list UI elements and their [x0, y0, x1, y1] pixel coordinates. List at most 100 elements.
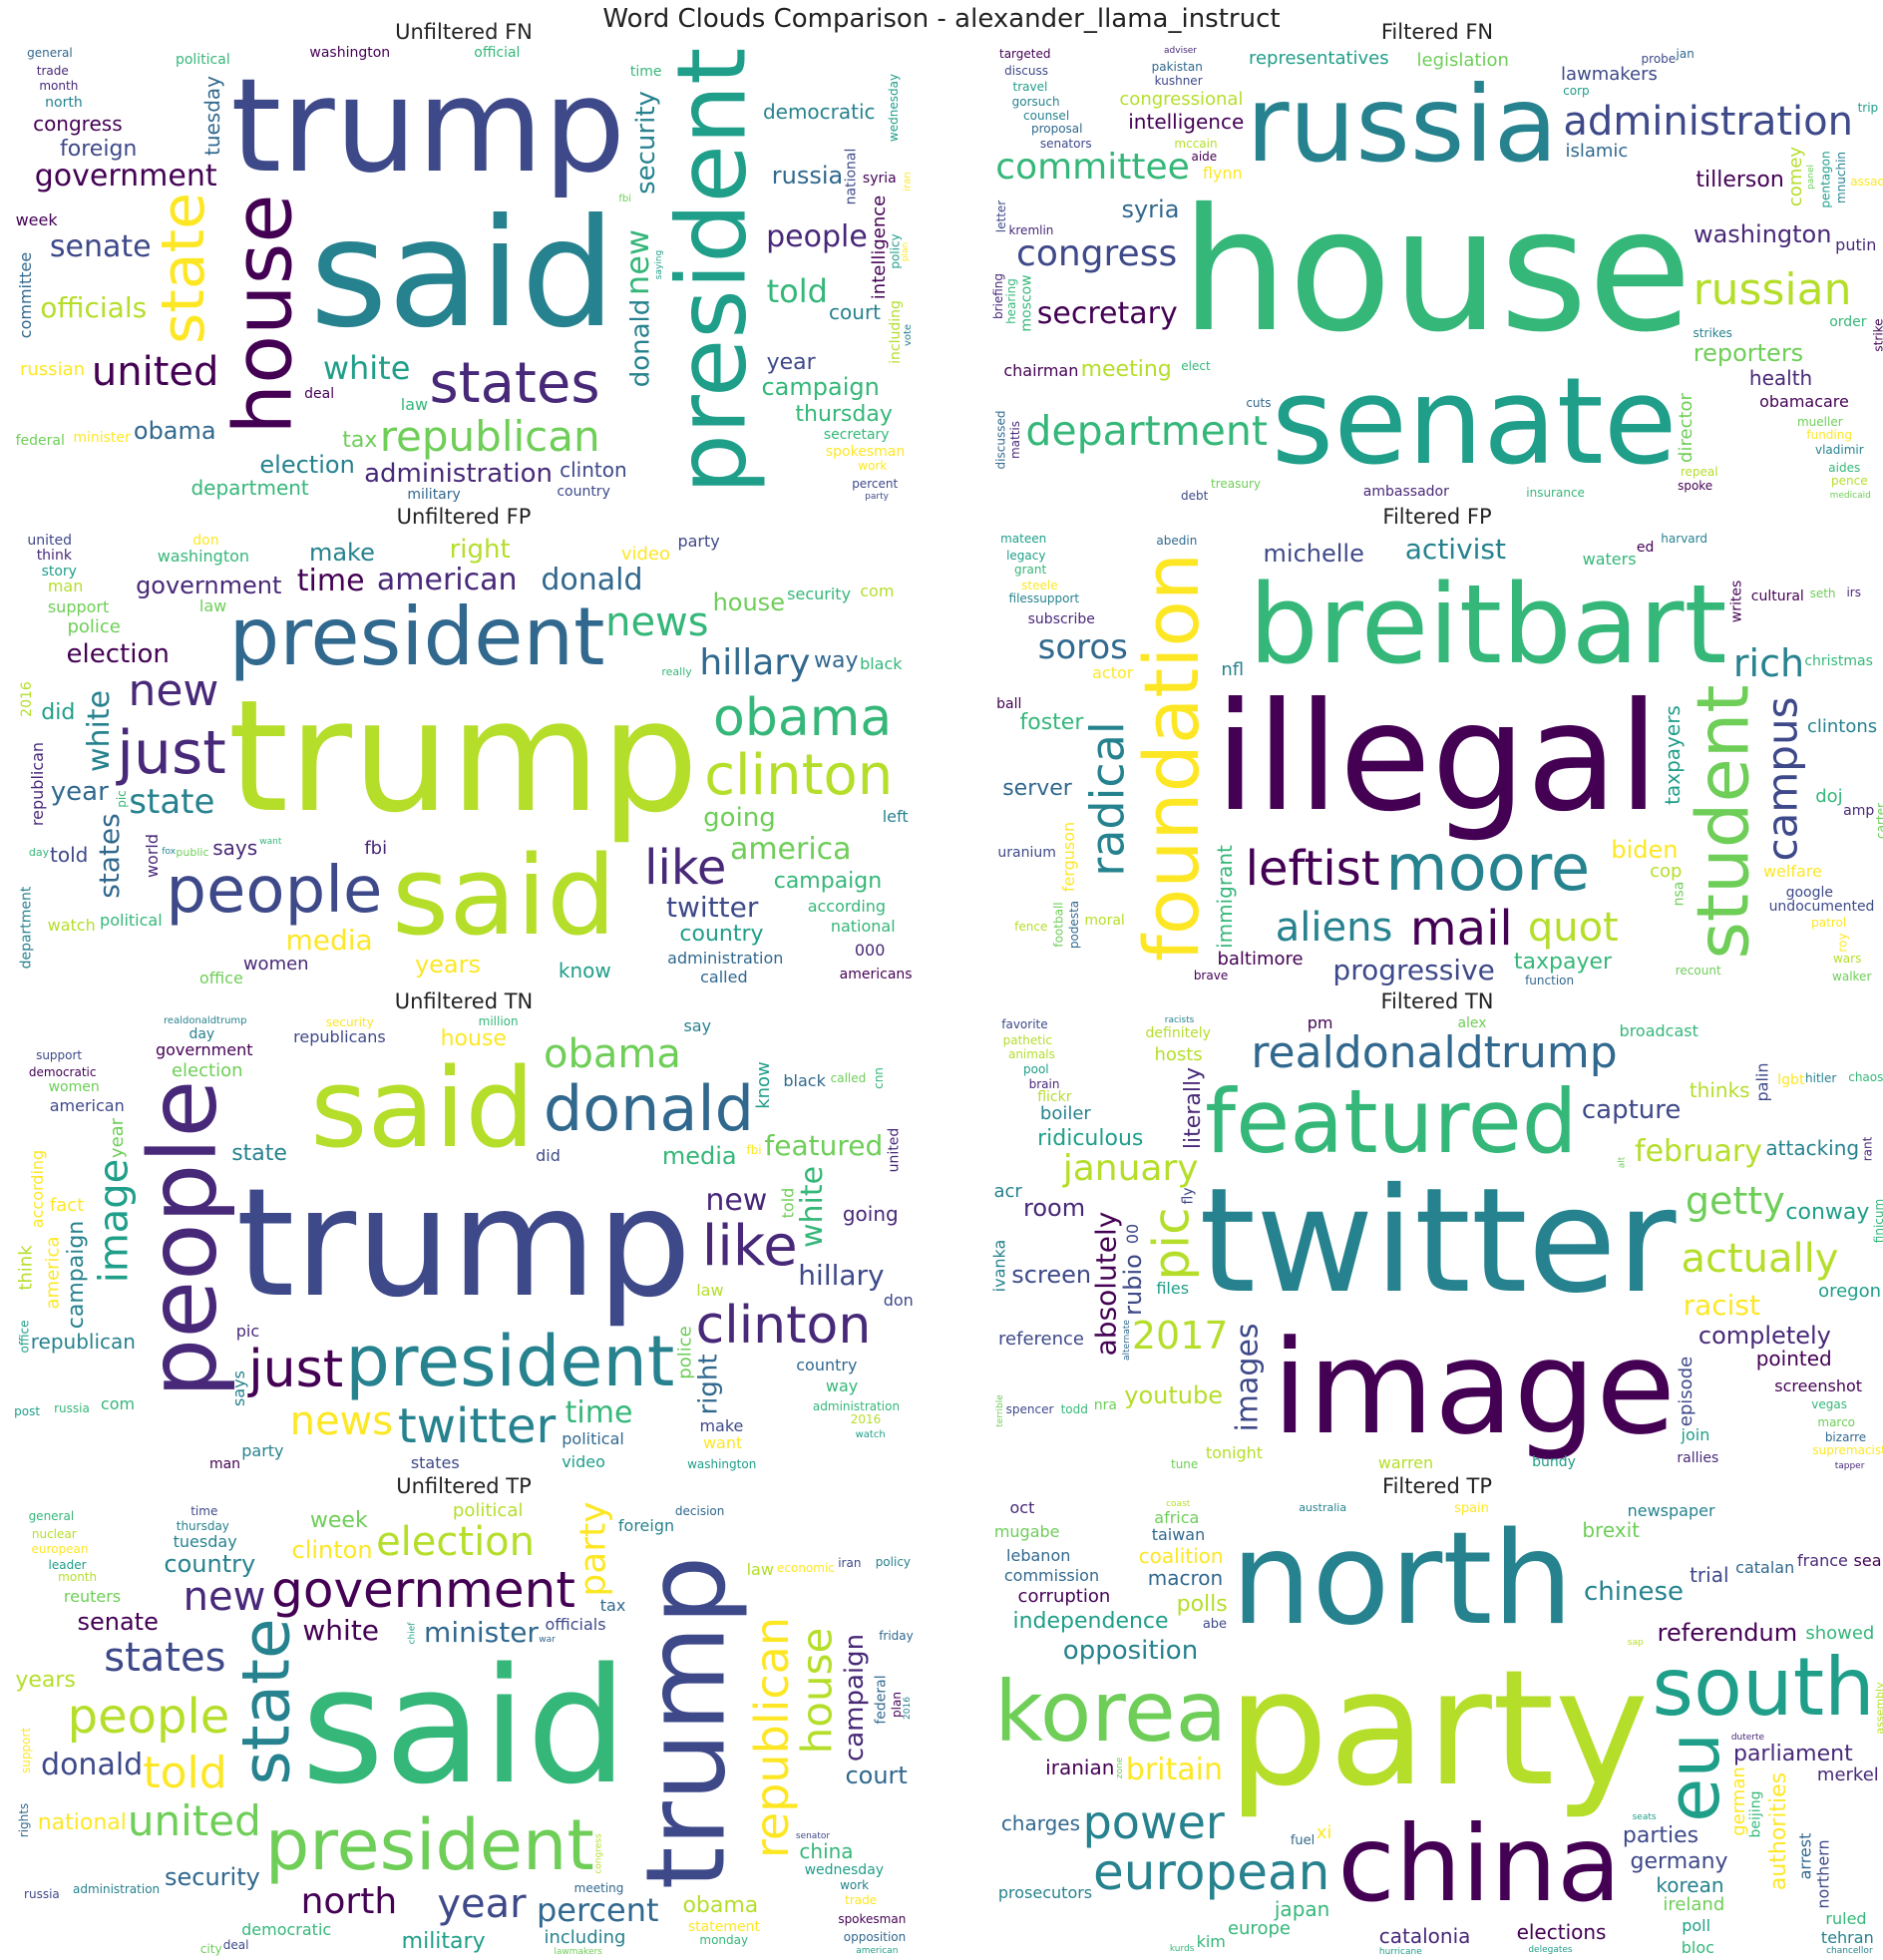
cloud-word: white [302, 1613, 380, 1647]
cloud-word: michelle [1263, 540, 1364, 569]
cloud-word: france [1797, 1551, 1848, 1571]
cloud-word: congress [33, 111, 123, 136]
cloud-word: going [703, 802, 776, 833]
cloud-word: panel [1805, 165, 1816, 191]
cloud-word: favorite [1001, 1017, 1048, 1032]
cloud-word: mugabe [993, 1521, 1060, 1541]
cloud-word: america [42, 1236, 64, 1310]
cloud-word: tehran [1820, 1927, 1874, 1947]
cloud-word: year [50, 777, 109, 808]
cloud-word: parties [1622, 1823, 1699, 1849]
cloud-word: join [1681, 1424, 1710, 1444]
cloud-word: catalonia [1378, 1923, 1471, 1948]
cloud-word: general [27, 46, 73, 61]
cloud-word: treasury [1211, 476, 1262, 491]
cloud-word: new [183, 1574, 266, 1621]
cloud-word: media [661, 1142, 737, 1171]
cloud-word: opposition [1062, 1635, 1199, 1666]
cloud-word: week [15, 210, 58, 229]
cloud-word: newspaper [1627, 1500, 1715, 1520]
cloud-word: fly [1180, 1187, 1197, 1205]
cloud-word: clinton [695, 1296, 872, 1357]
cloud-word: beijing [1747, 1790, 1764, 1838]
cloud-word: republican [379, 411, 600, 461]
cloud-word: war [539, 1634, 556, 1645]
cloud-word: carter [1873, 803, 1883, 840]
cloud-word: law [746, 1560, 774, 1580]
cloud-word: russia [24, 1887, 60, 1902]
cloud-word: friday [879, 1629, 914, 1644]
cloud-word: told [766, 272, 828, 311]
cloud-word: american [376, 562, 518, 597]
cloud-word: story [41, 563, 77, 580]
cloud-word: commission [1003, 1565, 1100, 1585]
cloud-word: subscribe [1027, 611, 1095, 628]
cloud-word: assad [1850, 174, 1883, 189]
cloud-word: tax [599, 1596, 626, 1616]
cloud-word: thinks [1689, 1077, 1750, 1102]
panel-title: Unfiltered FN [395, 20, 533, 44]
cloud-word: realdonaldtrump [164, 1015, 247, 1026]
cloud-word: ruled [1825, 1909, 1867, 1929]
cloud-word: like [644, 839, 727, 896]
cloud-word: president [264, 1803, 594, 1886]
cloud-word: images [1230, 1323, 1266, 1432]
cloud-word: make [699, 1415, 744, 1435]
cloud-word: filessupport [1008, 591, 1080, 606]
cloud-word: called [830, 1070, 867, 1085]
panel-title: Filtered FP [1382, 505, 1492, 529]
cloud-word: moscow [1018, 274, 1035, 332]
cloud-word: election [259, 451, 355, 480]
cloud-word: way [825, 1375, 859, 1395]
cloud-word: president [345, 1320, 675, 1402]
cloud-word: lebanon [1006, 1545, 1071, 1565]
cloud-word: republican [745, 1617, 800, 1859]
cloud-word: committee [15, 252, 35, 339]
cloud-word: federal [15, 432, 65, 449]
cloud-word: north [1231, 1504, 1574, 1654]
cloud-word: north [300, 1880, 398, 1922]
cloud-word: official [474, 45, 521, 62]
cloud-word: did [41, 700, 76, 726]
cloud-word: spoke [1678, 478, 1713, 493]
cloud-word: obamacare [1759, 391, 1849, 411]
cloud-word: republicans [293, 1027, 386, 1046]
cloud-word: 00 [1123, 1224, 1143, 1245]
cloud-word: washington [309, 45, 391, 62]
cloud-word: watch [47, 915, 96, 935]
cloud-word: democratic [762, 100, 876, 125]
cloud-word: illegal [1214, 671, 1660, 846]
cloud-word: tonight [1205, 1443, 1264, 1463]
cloud-word: bizarre [1824, 1429, 1867, 1444]
cloud-word: undocumented [1768, 899, 1875, 916]
cloud-word: com [100, 1394, 136, 1414]
cloud-word: time [296, 564, 365, 599]
cloud-word: trump [230, 50, 626, 202]
panel-title: Filtered FN [1380, 20, 1494, 44]
cloud-word: animals [1007, 1046, 1055, 1061]
cloud-word: fox [162, 847, 177, 858]
cloud-word: boiler [1039, 1103, 1091, 1125]
cloud-word: department [190, 475, 309, 500]
cloud-word: racist [1683, 1288, 1760, 1322]
cloud-word: world [143, 833, 163, 878]
cloud-word: day [188, 1025, 215, 1042]
cloud-word: white [322, 349, 411, 388]
cloud-word: chinese [1583, 1577, 1684, 1608]
cloud-word: thursday [795, 401, 893, 427]
cloud-word: walker [1832, 970, 1872, 984]
cloud-word: fence [1014, 919, 1048, 934]
cloud-word: people [67, 1688, 230, 1745]
cloud-word: congress [1016, 233, 1178, 275]
cloud-word: office [198, 968, 243, 987]
cloud-word: campaign [773, 868, 883, 894]
cloud-word: syria [1121, 195, 1180, 223]
cloud-word: man [208, 1455, 241, 1472]
cloud-word: political [100, 910, 163, 930]
cloud-word: party [677, 532, 720, 552]
cloud-word: political [452, 1500, 524, 1522]
cloud-word: bloc [1681, 1937, 1714, 1957]
cloud-word: alternate [1121, 1319, 1132, 1361]
cloud-word: administration [72, 1882, 161, 1897]
cloud-word: prosecutors [997, 1883, 1093, 1903]
